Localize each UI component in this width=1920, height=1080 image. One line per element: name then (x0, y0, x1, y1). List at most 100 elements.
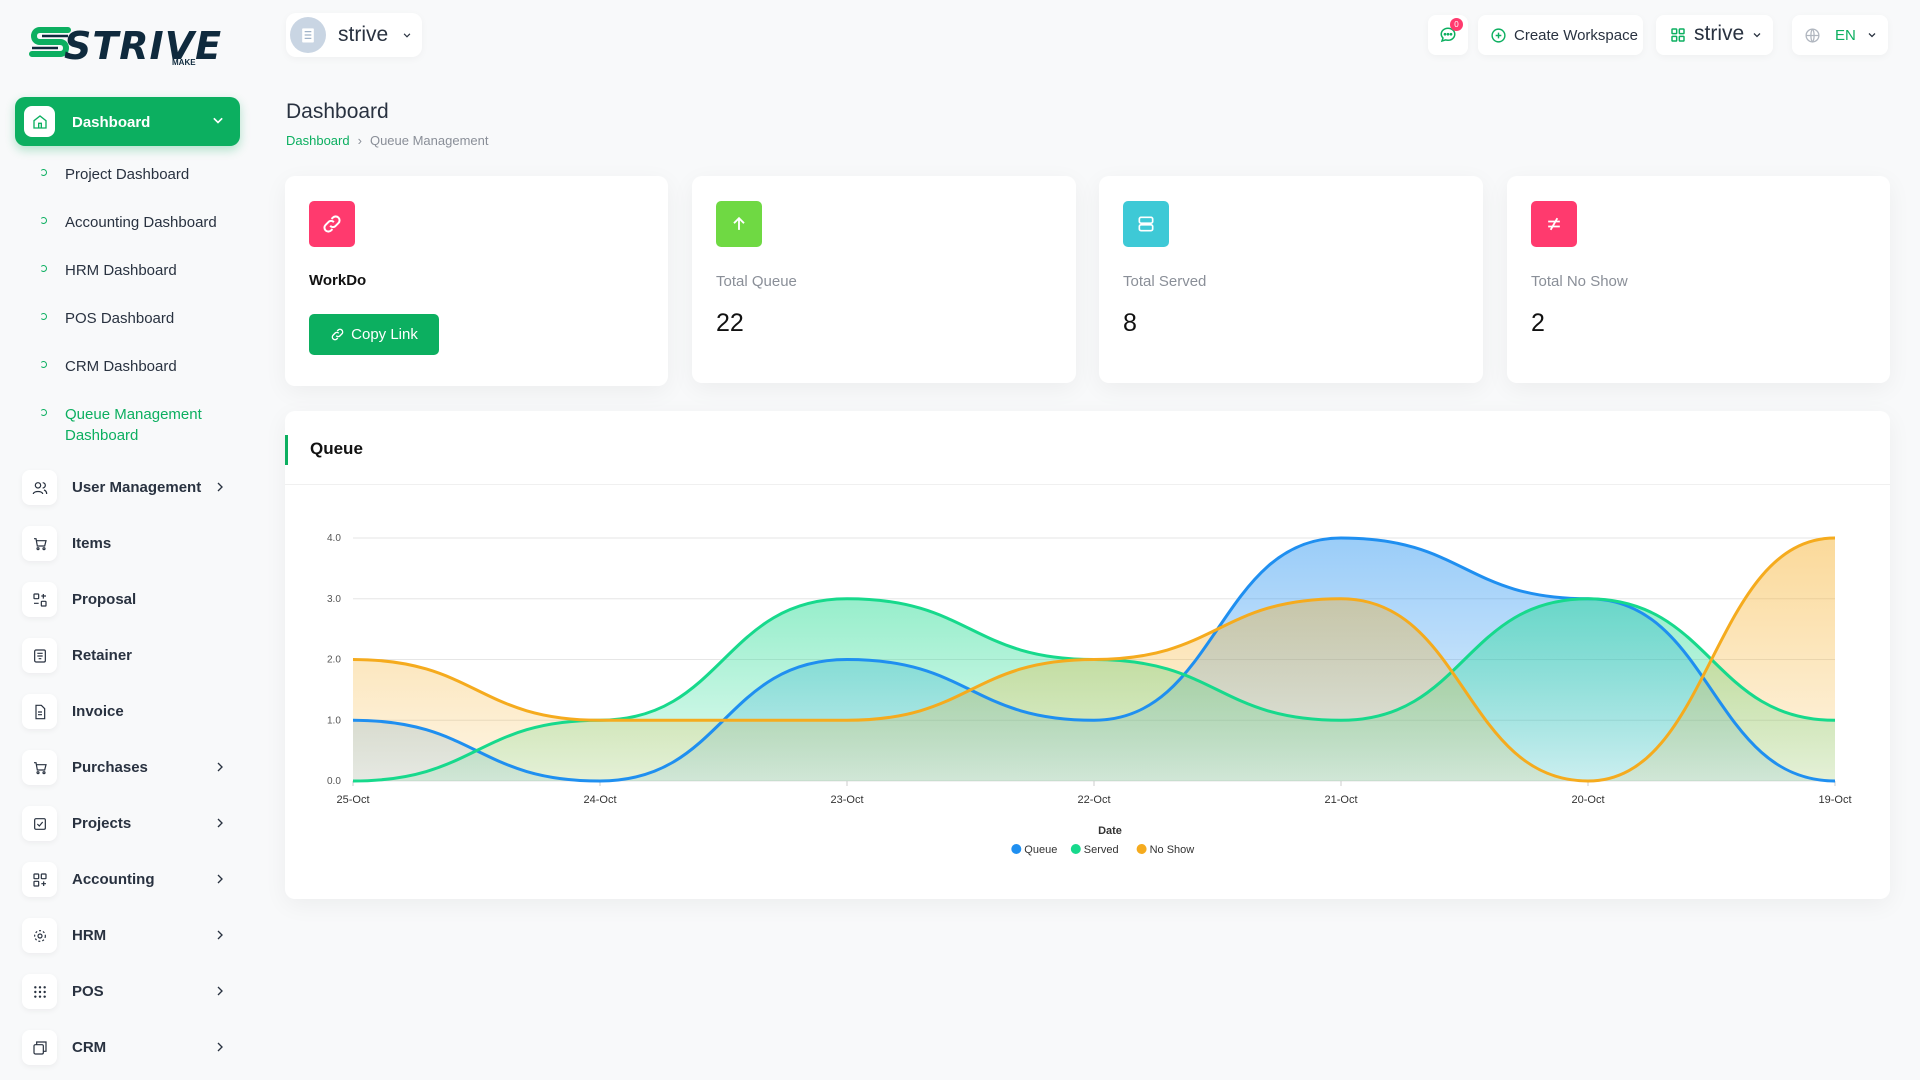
bullet-icon (40, 313, 47, 320)
breadcrumb: Dashboard › Queue Management (286, 133, 488, 148)
retainer-icon (22, 638, 57, 673)
legend-marker (1011, 844, 1022, 854)
sidebar-subitem-label-line2: Dashboard (65, 427, 139, 444)
arrow-up-icon (716, 201, 762, 247)
chevron-right-icon (217, 482, 223, 492)
legend-label: No Show (1150, 844, 1195, 856)
sidebar-item-crm[interactable]: CRM (22, 1030, 240, 1066)
sidebar-subitem-label: CRM Dashboard (65, 358, 177, 375)
queue-chart-card: Queue 0.0 1.0 2.0 3.0 4.0 25-Oct 24-Oct 23-Oct 2… (285, 411, 1890, 899)
link-icon (309, 201, 355, 247)
workspace-menu-button[interactable]: strive (1656, 15, 1773, 55)
series-line-no-show (352, 536, 1836, 783)
chevron-right-icon (217, 762, 223, 772)
workspace-menu-label: strive (1694, 22, 1745, 45)
y-tick-label: 0.0 (327, 776, 341, 787)
sidebar-item-hrm[interactable]: HRM (22, 918, 240, 954)
chevron-down-icon (1868, 33, 1876, 38)
apps-icon (1671, 28, 1685, 42)
legend-label: Served (1084, 844, 1119, 856)
sidebar-item-label: User Management (72, 479, 202, 496)
sidebar-item-label: Items (72, 535, 112, 552)
chevron-right-icon (217, 818, 223, 828)
x-tick-label: 25-Oct (336, 794, 369, 806)
x-tick-label: 22-Oct (1077, 794, 1110, 806)
dots-grid-icon (22, 974, 57, 1009)
language-selector[interactable]: EN (1792, 15, 1888, 55)
crm-icon (22, 1030, 57, 1065)
y-tick-label: 3.0 (327, 594, 341, 605)
total-queue-value: 22 (716, 309, 744, 337)
cart-icon (22, 750, 57, 785)
y-tick-label: 1.0 (327, 715, 341, 726)
sidebar-item-items[interactable]: Items (22, 526, 240, 562)
bullet-icon (40, 217, 47, 224)
users-icon (22, 470, 57, 505)
sidebar-item-label: CRM (72, 1039, 107, 1056)
strive-logo[interactable]: STRIVE MAKE (28, 18, 221, 72)
not-equal-icon (1531, 201, 1577, 247)
legend-label: Queue (1024, 844, 1057, 856)
check-square-icon (22, 806, 57, 841)
server-icon (1123, 201, 1169, 247)
x-tick-label: 23-Oct (830, 794, 863, 806)
total-no-show-card: Total No Show 2 (1507, 176, 1890, 383)
bullet-icon (40, 265, 47, 272)
workdo-card: WorkDo Copy Link (285, 176, 668, 386)
sidebar-item-dashboard[interactable]: Dashboard (15, 97, 240, 146)
bullet-icon (40, 409, 47, 416)
sidebar-item-label: Dashboard (72, 114, 151, 131)
copy-link-label: Copy Link (351, 326, 418, 343)
x-tick-label: 20-Oct (1571, 794, 1604, 806)
chat-icon (1440, 27, 1456, 43)
sidebar-item-accounting[interactable]: Accounting (22, 862, 240, 898)
breadcrumb-home[interactable]: Dashboard (286, 133, 350, 148)
sidebar-item-pos[interactable]: POS (22, 974, 240, 1010)
sidebar-item-label: Accounting (72, 871, 155, 888)
grid-plus-icon (22, 862, 57, 897)
link-icon (331, 328, 344, 341)
strive-logo-icon (29, 27, 71, 57)
sidebar-item-retainer[interactable]: Retainer (22, 638, 240, 674)
chevron-down-icon (1753, 33, 1761, 38)
sidebar-item-proposal[interactable]: Proposal (22, 582, 240, 618)
sidebar-item-user-management[interactable]: User Management (22, 470, 240, 506)
workspace-avatar (290, 17, 326, 53)
total-served-label: Total Served (1123, 273, 1207, 290)
sidebar-subitem-label: Project Dashboard (65, 166, 190, 183)
chevron-down-icon (213, 117, 223, 124)
chevron-down-icon (403, 33, 411, 38)
total-no-show-label: Total No Show (1531, 273, 1628, 290)
legend-marker (1136, 844, 1147, 854)
chart-title: Queue (310, 439, 363, 458)
workspace-name: strive (338, 23, 389, 46)
chevron-right-icon (217, 874, 223, 884)
home-icon (24, 106, 55, 137)
x-tick-label: 24-Oct (583, 794, 616, 806)
bullet-icon (40, 361, 47, 368)
logo-subtext: MAKE (172, 58, 196, 67)
messages-button[interactable]: 0 (1428, 15, 1468, 55)
language-label: EN (1835, 27, 1856, 44)
sidebar-item-label: Purchases (72, 759, 148, 776)
sidebar-item-projects[interactable]: Projects (22, 806, 240, 842)
total-served-value: 8 (1123, 309, 1137, 337)
y-tick-label: 2.0 (327, 655, 341, 666)
create-workspace-button[interactable]: Create Workspace (1478, 15, 1643, 55)
x-tick-label: 21-Oct (1324, 794, 1357, 806)
copy-link-button[interactable]: Copy Link (309, 314, 439, 355)
globe-icon (1805, 28, 1820, 43)
create-workspace-label: Create Workspace (1514, 27, 1638, 44)
sidebar-subitem-label: HRM Dashboard (65, 262, 177, 279)
breadcrumb-current: Queue Management (369, 133, 489, 148)
sidebar-item-invoice[interactable]: Invoice (22, 694, 240, 730)
total-served-card: Total Served 8 (1099, 176, 1483, 383)
workdo-label: WorkDo (309, 272, 367, 289)
sidebar-item-purchases[interactable]: Purchases (22, 750, 240, 786)
sidebar-item-label: Proposal (72, 591, 137, 608)
sidebar-subitem-label: Accounting Dashboard (65, 214, 217, 231)
workspace-switcher[interactable]: strive (286, 13, 422, 57)
sidebar-item-label: Retainer (72, 647, 133, 664)
sidebar: STRIVE MAKE Dashboard Project Dashboard … (0, 0, 254, 1080)
total-queue-label: Total Queue (716, 273, 797, 290)
